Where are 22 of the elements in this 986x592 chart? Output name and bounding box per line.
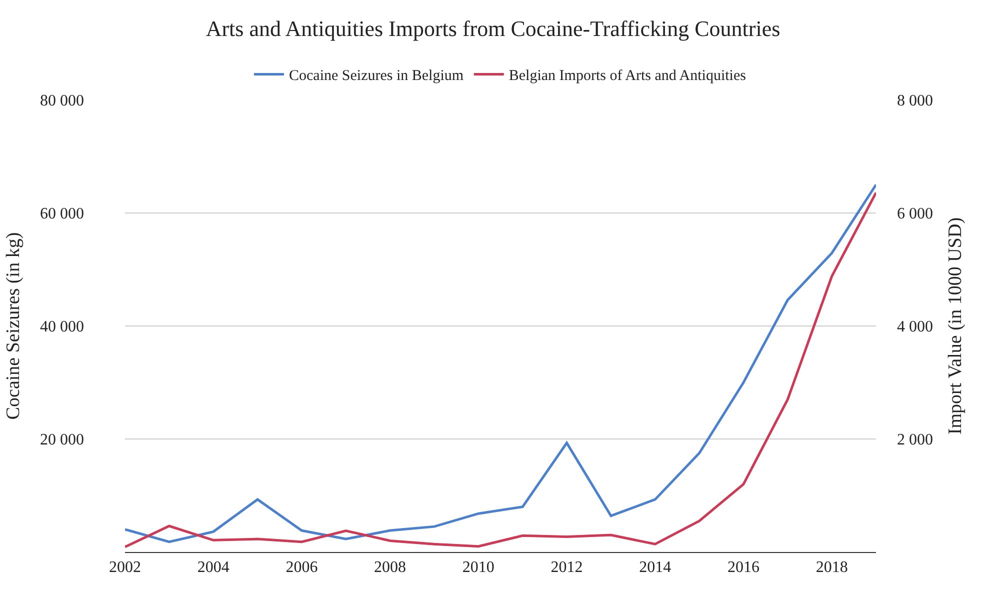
y2-tick-label: 2 000 bbox=[897, 432, 933, 449]
y2-tick-label: 8 000 bbox=[897, 92, 933, 110]
x-tick-label: 2008 bbox=[374, 559, 406, 576]
y-axis-title: Cocaine Seizures (in kg) bbox=[2, 232, 24, 420]
y-tick-label: 80 000 bbox=[40, 92, 84, 110]
x-tick-label: 2012 bbox=[550, 559, 583, 576]
y-tick-label: 40 000 bbox=[40, 318, 84, 336]
x-tick-label: 2014 bbox=[639, 559, 672, 576]
legend-label: Belgian Imports of Arts and Antiquities bbox=[508, 68, 746, 84]
y-tick-label: 60 000 bbox=[40, 206, 84, 223]
y2-tick-label: 4 000 bbox=[897, 318, 933, 336]
x-tick-label: 2006 bbox=[286, 559, 318, 576]
y2-tick-label: 6 000 bbox=[897, 206, 933, 223]
x-tick-label: 2016 bbox=[727, 559, 760, 576]
x-tick-label: 2010 bbox=[462, 559, 494, 576]
x-tick-label: 2002 bbox=[109, 559, 141, 576]
chart-title: Arts and Antiquities Imports from Cocaine-Trafficking Countries bbox=[206, 16, 780, 42]
y-tick-label: 20 000 bbox=[40, 432, 84, 449]
x-tick-label: 2018 bbox=[816, 559, 848, 576]
y2-axis-title: Import Value (in 1000 USD) bbox=[944, 217, 966, 435]
legend-label: Cocaine Seizures in Belgium bbox=[289, 68, 464, 84]
x-tick-label: 2004 bbox=[197, 559, 230, 576]
